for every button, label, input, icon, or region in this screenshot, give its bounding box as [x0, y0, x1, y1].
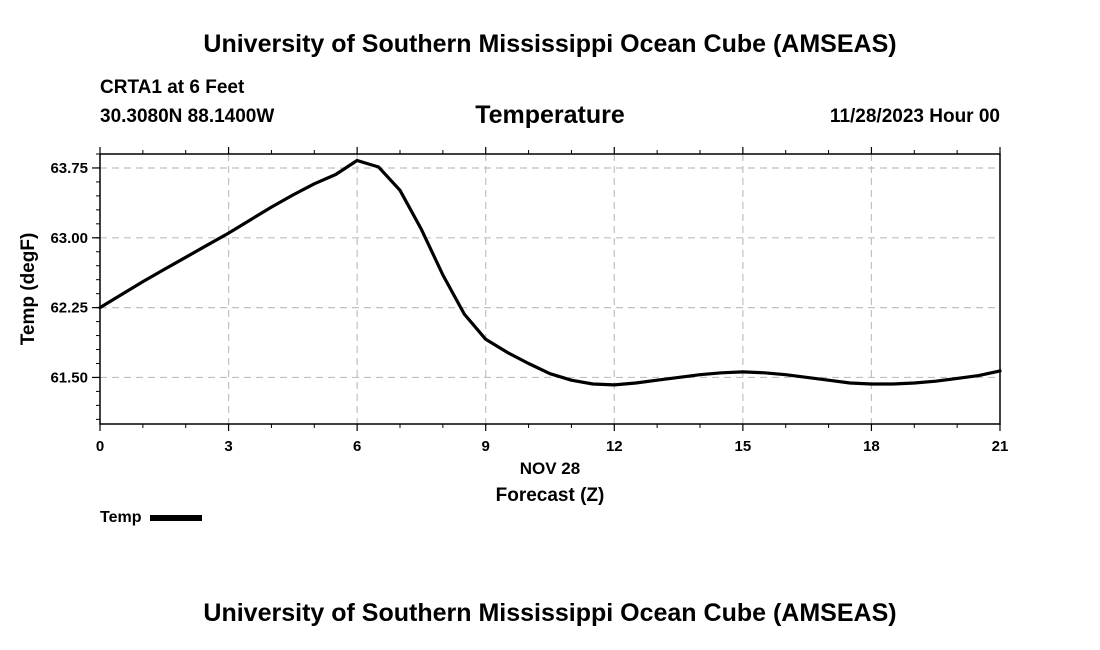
- page-title: University of Southern Mississippi Ocean…: [203, 30, 897, 58]
- axis-labels: 0 3 6 9 12 15 18 21 61.50 62.25 63.00 63.75: [50, 160, 1008, 455]
- x-tick-label: 15: [735, 438, 752, 455]
- coordinates-label: 30.3080N 88.1400W: [100, 106, 275, 127]
- y-axis-title: Temp (degF): [18, 233, 39, 346]
- plot-frame: [99, 153, 1001, 425]
- y-tick-label: 62.25: [50, 300, 88, 317]
- x-tick-label: 0: [96, 438, 104, 455]
- x-tick-label: 3: [224, 438, 232, 455]
- legend: Temp: [100, 509, 203, 527]
- x-tick-label: 18: [863, 438, 880, 455]
- legend-line-swatch: [150, 515, 203, 521]
- legend-label: Temp: [100, 509, 142, 526]
- x-axis-date-label: NOV 28: [520, 459, 580, 478]
- y-tick-label: 63.00: [50, 230, 88, 247]
- chart-title: Temperature: [475, 101, 625, 129]
- x-tick-label: 9: [482, 438, 490, 455]
- grid: [100, 154, 1000, 424]
- x-tick-label: 6: [353, 438, 361, 455]
- station-label: CRTA1 at 6 Feet: [100, 77, 245, 98]
- run-time-label: 11/28/2023 Hour 00: [829, 106, 1000, 127]
- x-axis-title: Forecast (Z): [496, 485, 605, 506]
- series: [98, 158, 1002, 387]
- footer-title: University of Southern Mississippi Ocean…: [203, 599, 897, 627]
- x-tick-label: 12: [606, 438, 623, 455]
- series-line-temp: [98, 158, 1002, 387]
- y-tick-label: 61.50: [50, 369, 88, 386]
- y-tick-label: 63.75: [50, 160, 88, 177]
- x-tick-label: 21: [992, 438, 1009, 455]
